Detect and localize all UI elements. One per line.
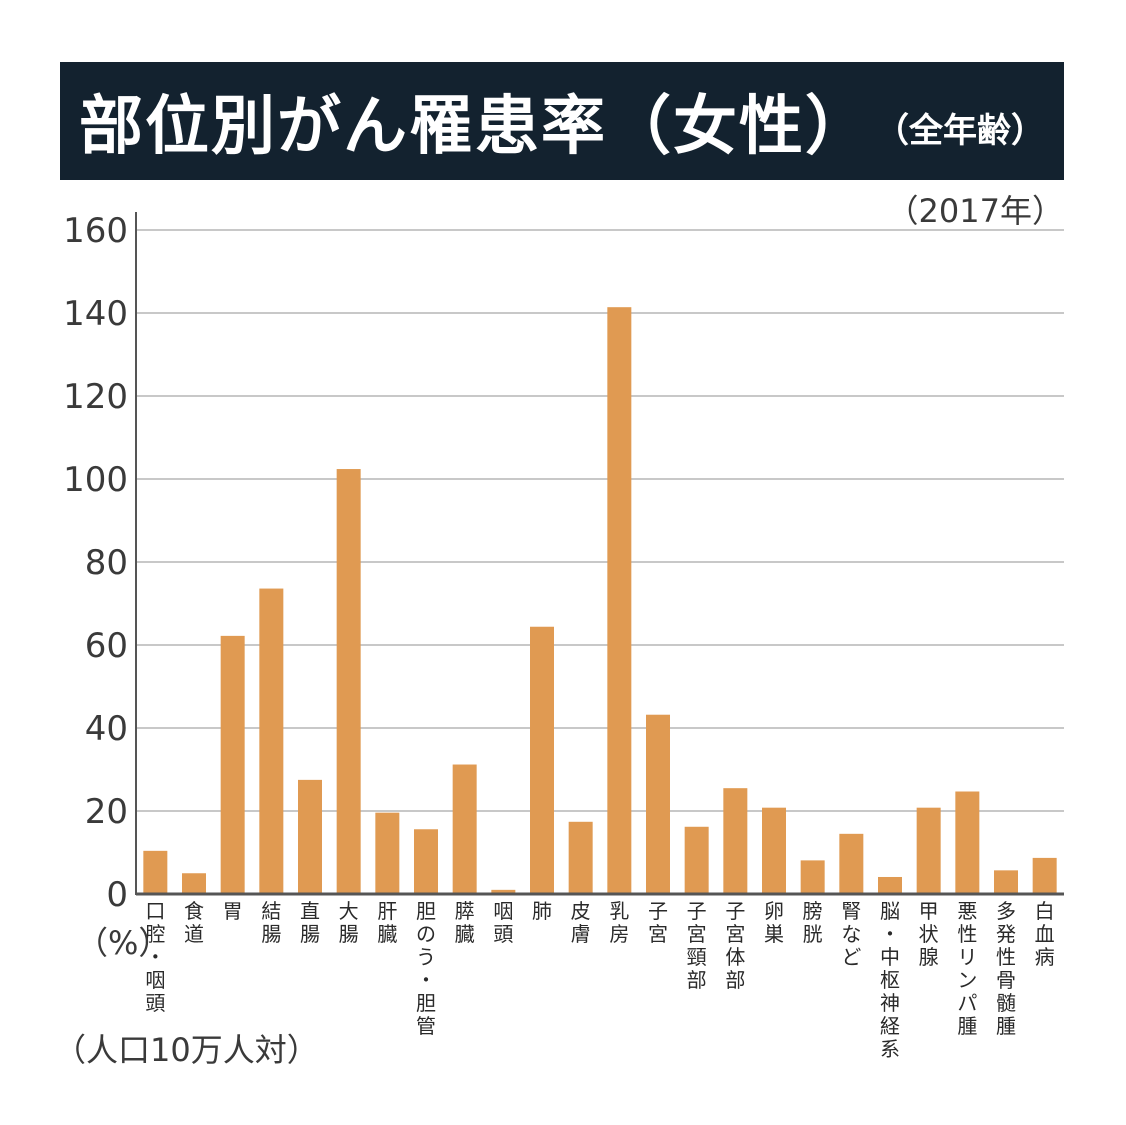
category-label: 脳・中枢神経系 [880, 899, 900, 1061]
bar [143, 850, 168, 894]
bar [1032, 857, 1057, 894]
bar [723, 788, 748, 894]
bar [646, 714, 670, 894]
category-label: 皮膚 [571, 899, 591, 946]
category-label: 白血病 [1035, 899, 1055, 969]
y-tick-label: 20 [85, 792, 128, 832]
y-tick-label: 120 [63, 377, 128, 417]
category-label: 甲状腺 [919, 899, 939, 969]
y-tick-label: 40 [85, 709, 128, 749]
unit-note: （人口10万人対） [54, 1031, 319, 1069]
bar [800, 860, 825, 894]
bar [452, 764, 477, 894]
bar [298, 779, 322, 894]
axis-layer [135, 212, 1064, 896]
category-label: 子宮体部 [725, 899, 745, 992]
category-label: 咽頭 [493, 899, 513, 946]
category-label: 子宮頸部 [687, 899, 707, 992]
y-tick-label: 140 [63, 294, 128, 334]
y-tick-label: 160 [63, 211, 128, 251]
category-label: 胃 [223, 899, 243, 923]
category-label: 大腸 [339, 899, 359, 946]
chart-subtitle: （全年齢） [875, 110, 1045, 151]
bar [839, 833, 864, 894]
category-label: 多発性骨髄腫 [996, 899, 1016, 1038]
chart-title: 部位別がん罹患率（女性） [79, 90, 871, 164]
category-label: 膀胱 [803, 899, 823, 946]
category-label: 食道 [184, 899, 204, 946]
bar [955, 791, 980, 894]
category-label: 口腔・咽頭 [145, 899, 165, 1015]
category-label: 悪性リンパ腫 [957, 899, 977, 1038]
title-band: 部位別がん罹患率（女性） （全年齢） [60, 62, 1064, 180]
y-tick-label: 100 [63, 460, 128, 500]
bar [375, 812, 400, 894]
bar [916, 807, 941, 894]
bar [530, 626, 554, 894]
y-tick-label: 80 [85, 543, 128, 583]
category-label: 肺 [532, 899, 552, 923]
bar [568, 821, 593, 894]
bar [607, 307, 632, 894]
bar [491, 889, 516, 894]
category-label: 直腸 [300, 899, 320, 946]
year-note: （2017年） [886, 192, 1064, 230]
y-tick-label: 60 [85, 626, 128, 666]
bar [336, 469, 361, 894]
bar [878, 876, 902, 894]
category-label: 乳房 [609, 899, 629, 946]
category-label: 卵巣 [764, 899, 784, 946]
category-label: 結腸 [261, 899, 281, 946]
category-label: 膵臓 [455, 899, 475, 946]
y-unit-label: （%） [76, 924, 171, 962]
grid-layer [136, 229, 1064, 812]
category-label: 肝臓 [377, 899, 397, 946]
bar [182, 873, 206, 894]
category-label: 腎など [841, 899, 861, 969]
bar [259, 588, 284, 894]
y-tick-label: 0 [106, 875, 128, 915]
bar [414, 829, 438, 894]
bar [994, 870, 1018, 894]
bar [220, 635, 245, 894]
bar [684, 826, 709, 894]
bar-layer [143, 307, 1057, 894]
category-label: 胆のう・胆管 [416, 899, 436, 1038]
category-label: 子宮 [648, 899, 668, 946]
y-tick-layer: 0 20 40 60 80 100 120 140 160 [63, 211, 128, 915]
bar [762, 807, 786, 894]
